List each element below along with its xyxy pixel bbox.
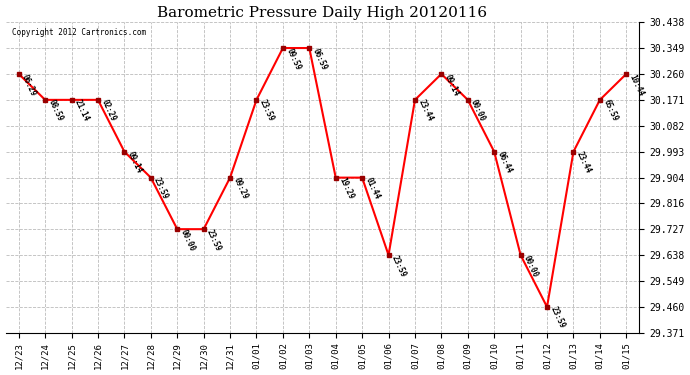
Text: 06:59: 06:59 — [310, 46, 328, 71]
Text: 19:29: 19:29 — [337, 176, 355, 201]
Text: 08:59: 08:59 — [46, 99, 64, 123]
Text: 23:59: 23:59 — [390, 254, 408, 279]
Text: 65:59: 65:59 — [601, 99, 619, 123]
Text: 23:59: 23:59 — [258, 99, 276, 123]
Text: 23:59: 23:59 — [205, 228, 223, 252]
Text: 01:44: 01:44 — [364, 176, 382, 201]
Text: 21:14: 21:14 — [73, 99, 91, 123]
Title: Barometric Pressure Daily High 20120116: Barometric Pressure Daily High 20120116 — [157, 6, 488, 20]
Text: 10:44: 10:44 — [628, 72, 646, 98]
Text: 23:44: 23:44 — [416, 99, 434, 123]
Text: 00:00: 00:00 — [522, 254, 540, 279]
Text: Copyright 2012 Cartronics.com: Copyright 2012 Cartronics.com — [12, 28, 146, 38]
Text: 09:29: 09:29 — [231, 176, 249, 201]
Text: 06:44: 06:44 — [495, 150, 513, 175]
Text: 23:44: 23:44 — [575, 150, 593, 175]
Text: 23:59: 23:59 — [152, 176, 170, 201]
Text: 09:59: 09:59 — [284, 46, 302, 71]
Text: 00:00: 00:00 — [469, 99, 487, 123]
Text: 02:29: 02:29 — [99, 99, 117, 123]
Text: 00:00: 00:00 — [179, 228, 197, 252]
Text: 06:29: 06:29 — [20, 72, 38, 98]
Text: 23:59: 23:59 — [549, 306, 566, 330]
Text: 09:14: 09:14 — [126, 150, 144, 175]
Text: 09:14: 09:14 — [443, 72, 461, 98]
